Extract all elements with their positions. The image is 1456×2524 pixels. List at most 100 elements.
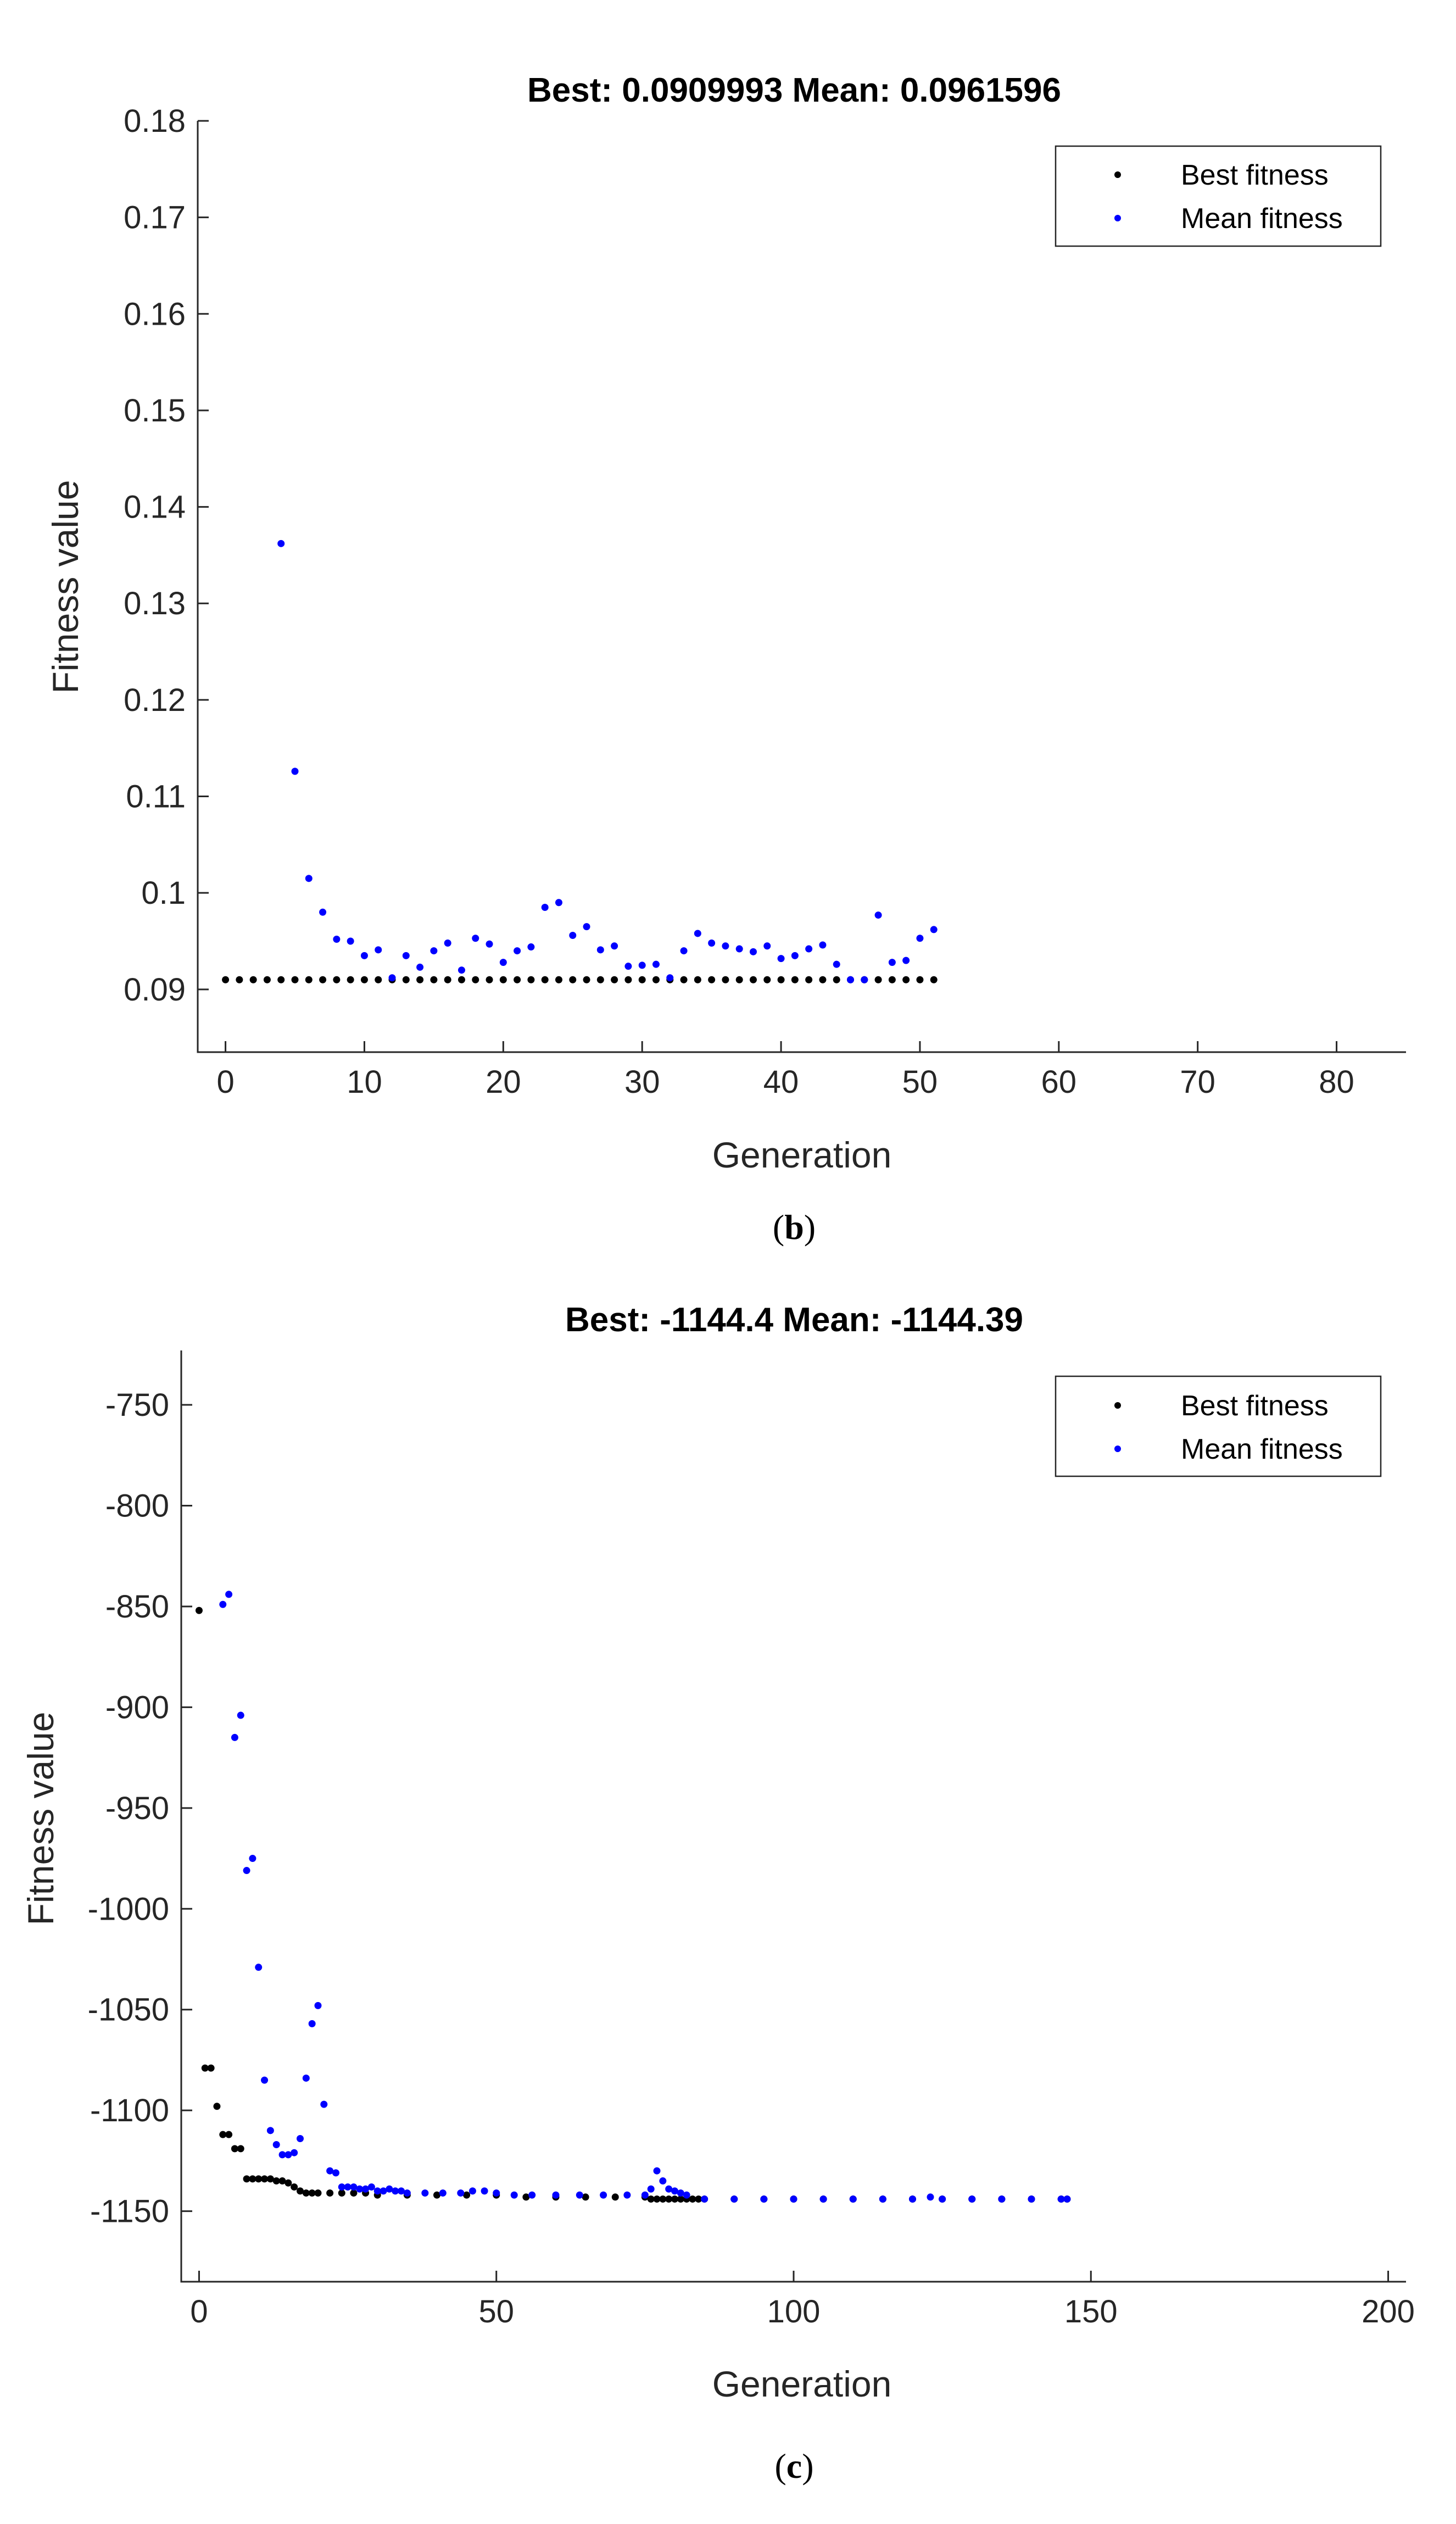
chart-b-point-best (652, 976, 660, 983)
chart-c-y-tick-label: -1150 (90, 2194, 169, 2230)
chart-c-series-mean (219, 1591, 1071, 2203)
chart-c-point-mean (237, 1711, 244, 1719)
chart-b-x-tick-label: 30 (624, 1064, 660, 1100)
chart-b-point-best (472, 976, 479, 983)
chart-b-point-best (596, 976, 604, 983)
chart-b-y-tick-label: 0.11 (126, 779, 186, 815)
chart-b-point-best (749, 976, 757, 983)
chart-b-point-mean (486, 940, 493, 948)
chart-c-point-mean (362, 2185, 370, 2193)
chart-b-series-best (222, 976, 938, 983)
chart-c-point-mean (647, 2185, 655, 2193)
chart-c-point-best (350, 2189, 358, 2197)
chart-b-point-best (458, 976, 465, 983)
chart-b-caption-letter: b (784, 1208, 804, 1247)
chart-c-point-best (671, 2195, 678, 2203)
chart-c-point-mean (683, 2191, 690, 2199)
chart-c-point-best (659, 2195, 667, 2203)
chart-b-point-best (263, 976, 271, 983)
chart-b-point-best (763, 976, 771, 983)
chart-b-point-best (333, 976, 341, 983)
chart-c: Best: -1144.4 Mean: -1144.39 0 50 100 150 20… (20, 1301, 1415, 2486)
chart-c-point-mean (760, 2195, 768, 2203)
chart-b-x-tick-label: 20 (486, 1064, 521, 1100)
chart-b-y-tick-label: 0.15 (124, 393, 186, 429)
chart-c-y-tick-label: -750 (105, 1387, 169, 1423)
chart-c-point-mean (457, 2189, 465, 2197)
chart-b-point-mean (902, 957, 910, 964)
chart-c-point-mean (600, 2191, 607, 2199)
chart-b-point-mean (749, 948, 757, 955)
chart-c-point-best (522, 2193, 530, 2201)
chart-c-point-mean (510, 2191, 518, 2199)
chart-c-point-best (665, 2195, 673, 2203)
chart-c-point-mean (231, 1733, 238, 1741)
chart-c-point-mean (730, 2195, 738, 2203)
chart-c-y-ticks: -1150 -1100 -1050 -1000 -950 -900 -850 -800 -750 (88, 1387, 192, 2230)
chart-c-plot-area (195, 1591, 1071, 2203)
chart-c-point-mean (481, 2187, 488, 2195)
chart-c-point-mean (219, 1600, 227, 1608)
chart-b-y-tick-label: 0.12 (124, 682, 186, 718)
chart-c-point-best (302, 2189, 310, 2197)
chart-b-title: Best: 0.0909993 Mean: 0.0961596 (527, 71, 1061, 109)
chart-b-x-tick-label: 60 (1041, 1064, 1077, 1100)
chart-c-point-best (647, 2195, 655, 2203)
chart-b-y-ticks: 0.09 0.1 0.11 0.12 0.13 0.14 0.15 0.16 0.17 0.18 (124, 103, 209, 1008)
chart-c-legend-label-best: Best fitness (1181, 1390, 1329, 1422)
chart-c-point-mean (308, 2020, 316, 2027)
chart-b-y-tick-label: 0.14 (124, 490, 186, 525)
chart-b-point-mean (763, 942, 771, 950)
chart-c-point-mean (641, 2191, 649, 2199)
chart-c-point-best (231, 2145, 238, 2153)
chart-b-point-best (735, 976, 743, 983)
chart-b-point-mean (708, 939, 716, 947)
chart-b-y-tick-label: 0.1 (141, 875, 186, 911)
chart-b-point-best (541, 976, 549, 983)
chart-c-point-mean (701, 2195, 709, 2203)
chart-b-point-mean (611, 942, 618, 950)
chart-c-point-mean (1063, 2195, 1071, 2203)
chart-b-point-best (319, 976, 327, 983)
chart-c-point-mean (927, 2193, 934, 2201)
chart-b-x-tick-label: 70 (1180, 1064, 1215, 1100)
chart-c-point-mean (671, 2187, 678, 2195)
chart-b-point-best (249, 976, 257, 983)
chart-c-point-best (219, 2131, 227, 2138)
chart-c-point-mean (1028, 2195, 1035, 2203)
chart-b-point-best (555, 976, 562, 983)
chart-b: Best: 0.0909993 Mean: 0.0961596 0 10 20 30 4… (45, 71, 1406, 1247)
chart-b-point-best (583, 976, 590, 983)
chart-b-legend-marker-best (1114, 171, 1121, 178)
chart-b-point-best (916, 976, 924, 983)
chart-b-point-mean (527, 943, 535, 951)
chart-c-point-mean (261, 2076, 269, 2084)
chart-c-point-mean (909, 2195, 917, 2203)
chart-b-point-best (291, 976, 299, 983)
chart-b-point-mean (514, 947, 521, 955)
chart-b-x-tick-label: 40 (763, 1064, 799, 1100)
chart-c-y-tick-label: -950 (105, 1791, 169, 1826)
chart-c-point-mean (243, 1867, 250, 1875)
chart-b-point-best (638, 976, 646, 983)
chart-c-point-mean (659, 2177, 667, 2185)
chart-b-point-mean (596, 946, 604, 954)
chart-b-point-mean (444, 939, 451, 947)
chart-b-point-best (805, 976, 813, 983)
chart-c-point-mean (819, 2195, 827, 2203)
chart-b-y-tick-label: 0.09 (124, 972, 186, 1008)
chart-b-point-best (402, 976, 410, 983)
chart-b-point-best (833, 976, 840, 983)
chart-c-point-mean (849, 2195, 857, 2203)
chart-c-point-best (243, 2175, 250, 2183)
chart-c-point-mean (939, 2195, 946, 2203)
chart-b-point-mean (680, 947, 688, 955)
chart-b-point-best (347, 976, 354, 983)
chart-b-point-best (888, 976, 896, 983)
chart-b-point-best (444, 976, 451, 983)
chart-c-point-mean (380, 2187, 387, 2195)
chart-b-series-mean (277, 540, 938, 983)
chart-b-point-best (375, 976, 382, 983)
chart-b-point-best (305, 976, 313, 983)
chart-c-caption-letter: c (786, 2447, 802, 2486)
